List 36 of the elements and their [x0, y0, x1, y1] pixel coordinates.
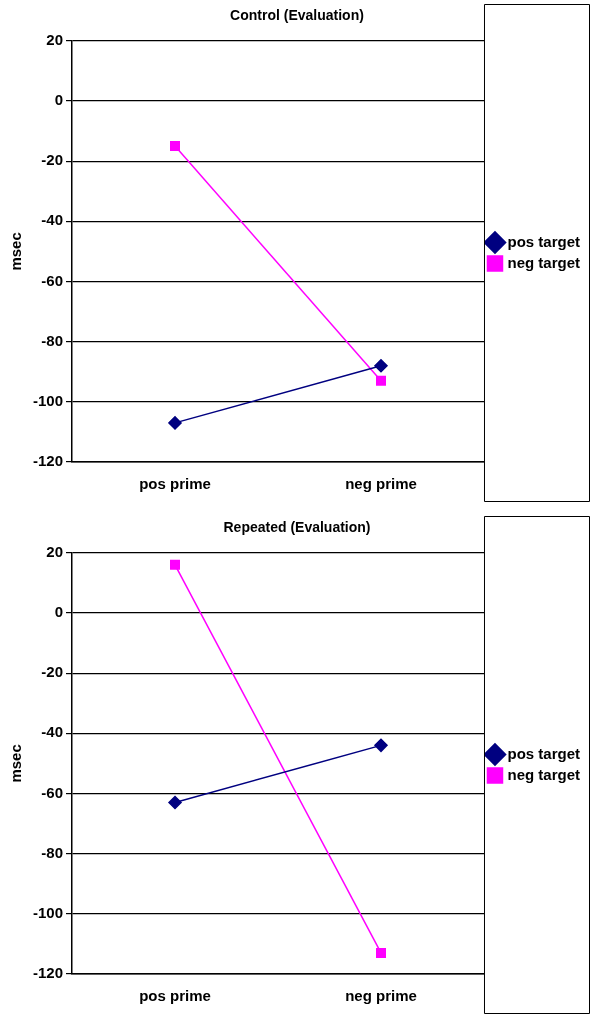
- legend-label: neg target: [507, 253, 581, 271]
- y-tick-label: 0: [54, 91, 64, 109]
- legend-label: neg target: [507, 765, 581, 783]
- y-tick-label: -40: [41, 211, 64, 229]
- x-tick-label: pos prime: [139, 475, 211, 493]
- chart-title: Repeated (Evaluation): [223, 519, 371, 536]
- y-axis-title: msec: [7, 232, 25, 271]
- y-tick-label: -100: [32, 391, 64, 409]
- x-tick-label: neg prime: [345, 987, 417, 1005]
- y-tick-label: -100: [32, 903, 64, 921]
- y-tick-label: -60: [41, 783, 64, 801]
- y-tick-label: -40: [41, 723, 64, 741]
- y-tick-label: 20: [46, 542, 64, 560]
- y-tick-label: -60: [41, 271, 64, 289]
- y-tick-label: -20: [41, 663, 64, 681]
- point: [374, 738, 388, 753]
- y-tick-label: -80: [41, 843, 64, 861]
- y-tick-label: -120: [32, 452, 64, 470]
- y-tick-label: -80: [41, 331, 64, 349]
- y-tick-label: -20: [41, 151, 64, 169]
- legend-label: pos target: [507, 232, 581, 250]
- y-tick-label: -120: [32, 964, 64, 982]
- point: [168, 795, 182, 810]
- point: [376, 947, 386, 958]
- point: [170, 141, 181, 152]
- y-tick-label: 20: [46, 30, 64, 48]
- y-axis-title: msec: [7, 744, 25, 783]
- chart-title: Control (Evaluation): [230, 7, 364, 24]
- point: [374, 358, 388, 373]
- point: [376, 375, 386, 386]
- x-tick-label: pos prime: [139, 987, 211, 1005]
- legend-label: pos target: [507, 744, 581, 762]
- point: [170, 559, 181, 570]
- point: [168, 416, 182, 430]
- y-tick-label: 0: [54, 603, 64, 621]
- x-tick-label: neg prime: [345, 475, 417, 493]
